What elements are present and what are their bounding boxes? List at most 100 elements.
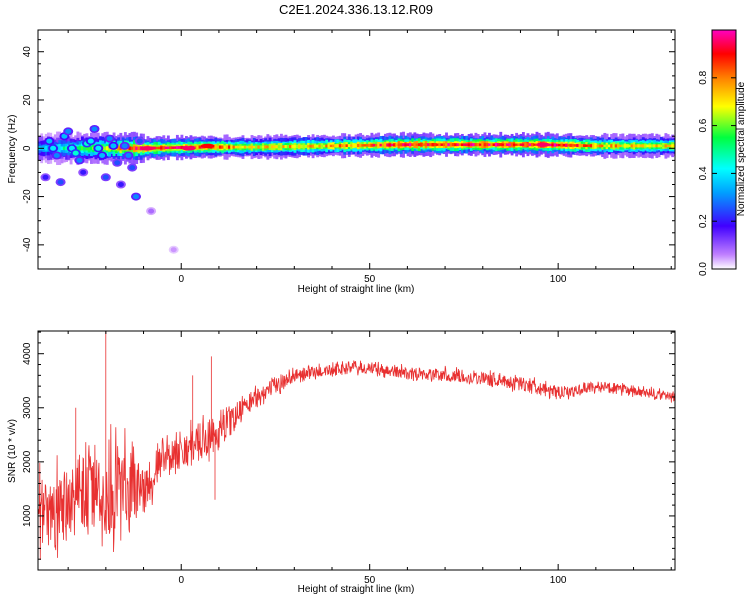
snr-x-label: Height of straight line (km) xyxy=(298,584,415,595)
ridge-cell xyxy=(417,143,421,147)
ridge-cell xyxy=(83,146,87,151)
x-tick-label: 0 xyxy=(178,274,184,285)
ridge-cell xyxy=(479,143,482,146)
ridge-cell xyxy=(275,145,279,149)
scatter-blob xyxy=(57,179,64,185)
snr-frame xyxy=(37,330,676,571)
ridge-cell xyxy=(447,143,451,147)
ridge-cell xyxy=(80,146,84,151)
snr-x-tick-label: 100 xyxy=(550,575,567,586)
ridge-cell xyxy=(564,143,568,147)
ridge-cell xyxy=(659,144,663,148)
ridge-cell xyxy=(135,146,139,150)
scatter-blob xyxy=(136,138,143,144)
ridge-cell xyxy=(284,145,288,149)
ridge-cell xyxy=(320,144,324,148)
ridge-cell xyxy=(338,144,342,148)
ridge-cell xyxy=(266,145,270,149)
ridge-cell xyxy=(341,144,344,148)
ridge-cell xyxy=(327,144,331,148)
y-tick-label: 20 xyxy=(22,94,33,106)
ridge-cell xyxy=(621,144,625,148)
ridge-cell xyxy=(166,146,170,150)
ridge-cell xyxy=(585,144,589,147)
ridge-cell xyxy=(363,144,367,147)
ridge-cell xyxy=(420,142,424,147)
colorbar-label: Normalized spectral amplitude xyxy=(736,81,747,216)
y-tick-label: -40 xyxy=(22,237,33,252)
ridge-cell xyxy=(377,143,381,147)
ridge-cell xyxy=(302,144,306,148)
ridge-cell xyxy=(132,146,136,151)
ridge-cell xyxy=(85,146,89,151)
ridge-cell xyxy=(411,143,415,147)
ridge-cell xyxy=(580,143,584,148)
ridge-cell xyxy=(343,144,347,148)
ridge-cell xyxy=(298,144,301,149)
colorbar-tick-label: 0.6 xyxy=(698,118,709,132)
ridge-cell xyxy=(551,143,555,147)
ridge-cell xyxy=(397,143,401,147)
ridge-cell xyxy=(44,146,48,151)
ridge-cell xyxy=(456,143,460,147)
scatter-blob xyxy=(50,145,57,151)
ridge-cell xyxy=(105,146,109,151)
ridge-cell xyxy=(476,143,480,147)
ridge-cell xyxy=(458,143,462,146)
scatter-blob xyxy=(80,169,87,175)
ridge-cell xyxy=(356,143,360,147)
ridge-cell xyxy=(334,144,338,148)
y-tick-label: -20 xyxy=(22,189,33,204)
y-tick-label: 0 xyxy=(22,145,33,151)
ridge-cell xyxy=(483,143,487,147)
ridge-cell xyxy=(641,144,645,148)
ridge-cell xyxy=(227,145,231,149)
ridge-cell xyxy=(454,143,457,147)
ridge-cell xyxy=(259,145,263,149)
ridge-cell xyxy=(393,143,396,147)
ridge-cell xyxy=(381,143,385,147)
ridge-cell xyxy=(655,144,659,148)
ridge-cell xyxy=(490,143,494,147)
ridge-cell xyxy=(673,144,675,148)
ridge-cell xyxy=(598,144,602,148)
ridge-cell xyxy=(169,146,173,150)
scatter-blob xyxy=(117,182,124,187)
ridge-cell xyxy=(311,144,315,148)
colorbar-tick-label: 0.0 xyxy=(698,262,709,276)
ridge-cell xyxy=(406,143,410,147)
ridge-hot-spot xyxy=(140,146,155,151)
ridge-cell xyxy=(270,145,274,149)
colorbar-tick-label: 0.2 xyxy=(698,214,709,228)
ridge-cell xyxy=(583,144,586,147)
ridge-cell xyxy=(359,143,362,148)
ridge-cell xyxy=(637,144,641,148)
ridge-cell xyxy=(524,143,528,147)
ridge-cell xyxy=(404,143,408,146)
ridge-cell xyxy=(232,145,236,149)
ridge-cell xyxy=(630,144,634,148)
scatter-blob xyxy=(76,157,83,163)
ridge-cell xyxy=(316,144,320,148)
snr-y-tick-label: 4000 xyxy=(22,342,33,365)
ridge-cell xyxy=(440,143,444,146)
ridge-cell xyxy=(361,144,365,147)
colorbar-tick-label: 0.8 xyxy=(698,70,709,84)
ridge-cell xyxy=(329,144,333,148)
ridge-cell xyxy=(160,146,163,150)
ridge-cell xyxy=(433,143,437,147)
ridge-cell xyxy=(601,144,604,148)
scatter-blob xyxy=(114,160,121,166)
colorbar-ticks: 0.0 0.2 0.4 0.6 0.8 xyxy=(698,70,736,276)
ridge-cell xyxy=(664,144,668,148)
ridge-cell xyxy=(395,143,399,147)
ridge-cell xyxy=(402,143,405,147)
ridge-cell xyxy=(164,146,168,150)
ridge-cell xyxy=(646,144,650,148)
ridge-cell xyxy=(223,145,227,149)
ridge-cell xyxy=(322,144,326,148)
ridge-cell xyxy=(614,144,618,148)
ridge-cell xyxy=(449,143,453,147)
ridge-cell xyxy=(155,146,159,150)
